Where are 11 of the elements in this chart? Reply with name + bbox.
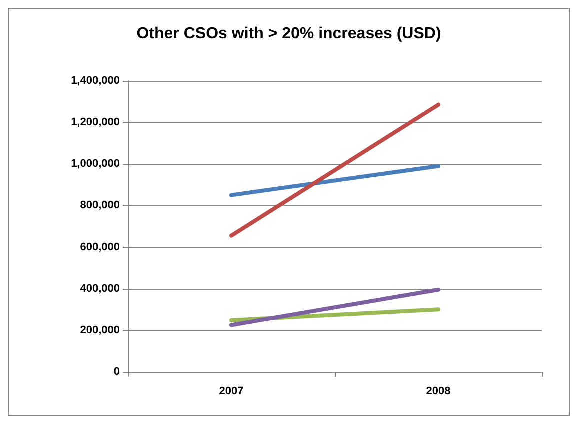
y-tick-label: 1,000,000 xyxy=(71,158,120,170)
x-tick-label: 2007 xyxy=(219,386,244,398)
y-tick-label: 600,000 xyxy=(80,241,120,254)
chart-title: Other CSOs with > 20% increases (USD) xyxy=(136,26,442,42)
x-tick-label: 2008 xyxy=(426,386,451,398)
y-tick-label: 800,000 xyxy=(80,200,120,212)
y-tick-label: 1,200,000 xyxy=(71,116,120,129)
y-tick-label: 200,000 xyxy=(80,324,120,336)
y-tick-label: 1,400,000 xyxy=(71,75,120,87)
y-tick-label: 0 xyxy=(114,366,120,378)
y-tick-label: 400,000 xyxy=(80,282,120,295)
